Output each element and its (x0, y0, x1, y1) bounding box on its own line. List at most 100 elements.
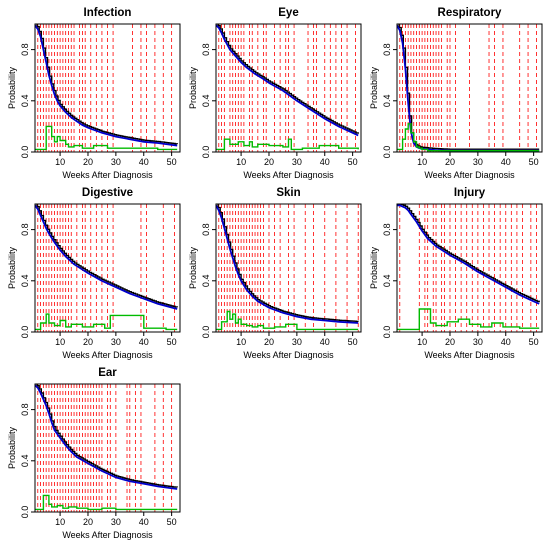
y-tick-label: 0.4 (382, 95, 392, 108)
plot-area (216, 24, 359, 152)
y-tick-label: 0.4 (382, 275, 392, 288)
y-tick-label: 0.4 (201, 95, 211, 108)
survival-curve (397, 24, 540, 152)
x-tick-label: 20 (83, 337, 93, 347)
x-tick-label: 20 (83, 517, 93, 527)
x-tick-label: 40 (320, 337, 330, 347)
panel-eye: Eye 10 20 30 40 50 0.0 0.4 0.8 Weeks After Diagno… (188, 7, 362, 180)
km-step-line (397, 24, 540, 150)
x-axis-label: Weeks After Diagnosis (243, 350, 334, 360)
y-axis-label: Probability (7, 66, 17, 109)
y-tick-label: 0.4 (20, 455, 30, 468)
x-tick-label: 20 (445, 157, 455, 167)
x-tick-label: 40 (501, 337, 511, 347)
y-axis-label: Probability (188, 246, 198, 289)
x-tick-label: 40 (139, 517, 149, 527)
y-tick-label: 0.8 (20, 403, 30, 416)
x-tick-label: 30 (292, 337, 302, 347)
y-tick-label: 0.8 (201, 223, 211, 236)
x-tick-label: 50 (529, 157, 539, 167)
y-axis-label: Probability (188, 66, 198, 109)
x-tick-label: 30 (292, 157, 302, 167)
x-tick-label: 20 (264, 337, 274, 347)
plot-area (35, 204, 178, 332)
y-tick-label: 0.0 (382, 326, 392, 339)
x-tick-label: 40 (320, 157, 330, 167)
x-tick-label: 10 (417, 157, 427, 167)
hazard-line (35, 125, 178, 151)
panel-ear: Ear 10 20 30 40 50 0.0 0.4 0.8 Weeks After Diagno… (7, 367, 181, 540)
x-tick-label: 30 (111, 517, 121, 527)
x-axis-label: Weeks After Diagnosis (62, 350, 153, 360)
km-step-line (35, 384, 178, 488)
survival-curve (35, 204, 178, 310)
y-tick-label: 0.8 (20, 43, 30, 56)
survival-curve (35, 384, 178, 490)
x-tick-label: 20 (445, 337, 455, 347)
y-tick-label: 0.0 (201, 326, 211, 339)
plot-area (397, 204, 540, 332)
plot-frame (215, 203, 362, 333)
x-tick-label: 50 (167, 517, 177, 527)
x-tick-label: 30 (111, 337, 121, 347)
hazard-line (216, 310, 359, 331)
plot-area (397, 24, 540, 152)
y-tick-label: 0.8 (382, 43, 392, 56)
y-tick-label: 0.0 (20, 146, 30, 159)
panel-title: Eye (278, 7, 298, 19)
survival-curve (35, 24, 178, 147)
y-tick-label: 0.8 (382, 223, 392, 236)
x-tick-label: 10 (55, 157, 65, 167)
x-axis-label: Weeks After Diagnosis (62, 170, 153, 180)
plot-frame (215, 23, 362, 153)
y-tick-label: 0.8 (20, 223, 30, 236)
plot-frame (34, 23, 181, 153)
panel-title: Skin (276, 187, 300, 199)
x-tick-label: 50 (167, 157, 177, 167)
x-tick-label: 20 (83, 157, 93, 167)
hazard-line (397, 308, 540, 331)
x-tick-label: 40 (139, 337, 149, 347)
x-tick-label: 50 (529, 337, 539, 347)
x-axis-label: Weeks After Diagnosis (424, 350, 515, 360)
plot-frame (34, 203, 181, 333)
x-tick-label: 50 (348, 337, 358, 347)
x-tick-label: 30 (473, 157, 483, 167)
x-tick-label: 10 (236, 157, 246, 167)
x-tick-label: 10 (55, 337, 65, 347)
x-tick-label: 40 (501, 157, 511, 167)
hazard-line (216, 138, 359, 151)
panel-digestive: Digestive 10 20 30 40 50 0.0 0.4 0.8 Weeks After … (7, 187, 181, 360)
panel-title: Injury (454, 187, 486, 199)
x-tick-label: 20 (264, 157, 274, 167)
hazard-line (397, 123, 540, 152)
y-axis-label: Probability (7, 246, 17, 289)
y-axis-label: Probability (369, 246, 379, 289)
panel-title: Digestive (82, 187, 133, 199)
y-tick-label: 0.4 (201, 275, 211, 288)
y-tick-label: 0.0 (20, 506, 30, 519)
x-tick-label: 50 (348, 157, 358, 167)
x-tick-label: 50 (167, 337, 177, 347)
y-axis-label: Probability (369, 66, 379, 109)
km-step-line (35, 204, 178, 308)
plot-area (35, 384, 178, 512)
x-axis-label: Weeks After Diagnosis (62, 530, 153, 540)
km-step-line (35, 24, 178, 145)
x-tick-label: 10 (55, 517, 65, 527)
panel-skin: Skin 10 20 30 40 50 0.0 0.4 0.8 Weeks After Diagn… (188, 187, 362, 360)
y-axis-label: Probability (7, 426, 17, 469)
x-tick-label: 30 (473, 337, 483, 347)
km-step-line (216, 204, 359, 323)
y-tick-label: 0.4 (20, 275, 30, 288)
x-tick-label: 40 (139, 157, 149, 167)
plot-frame (396, 23, 543, 153)
y-tick-label: 0.0 (382, 146, 392, 159)
panel-injury: Injury 10 20 30 40 50 0.0 0.4 0.8 Weeks After Dia… (369, 187, 543, 360)
y-tick-label: 0.0 (201, 146, 211, 159)
panel-respiratory: Respiratory 10 20 30 40 50 0.0 0.4 0.8 Weeks Afte… (369, 7, 543, 180)
y-tick-label: 0.8 (201, 43, 211, 56)
x-tick-label: 30 (111, 157, 121, 167)
km-step-line (216, 24, 359, 134)
